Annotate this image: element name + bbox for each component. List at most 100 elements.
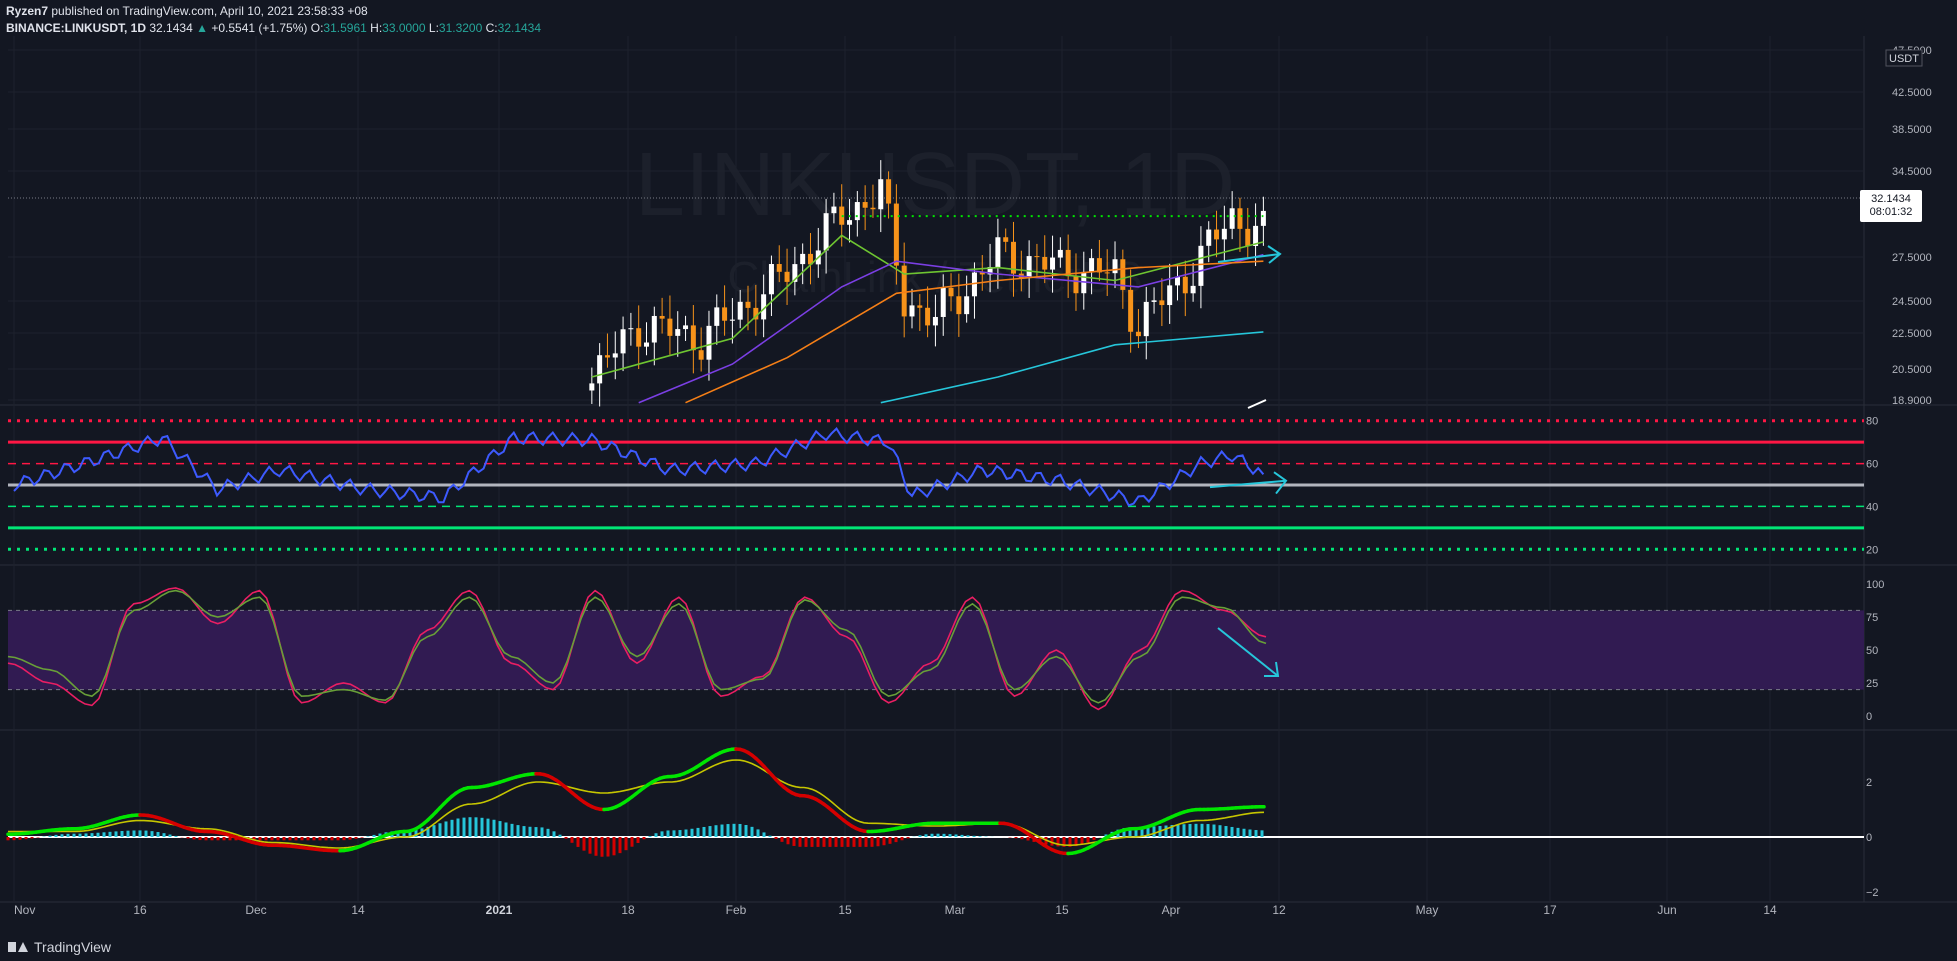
macd-histogram-bar [1068,837,1072,847]
candle-body [1050,257,1056,270]
candle-body [604,355,610,358]
macd-histogram-bar [744,824,748,837]
time-tick-label: 14 [1763,903,1777,917]
candle-body [714,307,720,326]
change-arrow-icon: ▲ [196,21,208,35]
macd-histogram-bar [360,837,364,838]
time-tick-label: Mar [945,903,966,917]
macd-histogram-bar [120,830,124,837]
macd-histogram-bar [282,837,286,841]
macd-histogram-bar [372,834,376,837]
price-change: +0.5541 (+1.75%) [211,21,308,35]
time-tick-label: Apr [1162,903,1181,917]
macd-histogram-bar [114,831,118,837]
candle-body [1042,256,1048,270]
macd-histogram-bar [450,819,454,837]
macd-histogram-bar [1128,827,1132,837]
currency-badge[interactable] [1885,49,1923,67]
macd-histogram-bar [324,837,328,841]
footer-brand[interactable]: TradingView [8,939,111,955]
price-tick-label: 20.5000 [1892,364,1932,376]
candle-body [698,350,704,360]
time-tick-label: Dec [245,903,266,917]
stoch-annotation-arrow [1217,627,1279,677]
macd-histogram-bar [330,837,334,841]
time-tick-label: 15 [1055,903,1069,917]
stoch-d-line [7,589,1267,704]
macd-histogram-bar [348,837,352,840]
macd-histogram-bar [648,835,652,837]
macd-histogram-bar [918,835,922,837]
macd-histogram-bar [24,837,28,840]
high-value: 33.0000 [382,21,426,35]
macd-histogram-bar [252,837,256,841]
candle-body [776,264,782,272]
ema-200-line [1247,399,1267,409]
candle-body [628,328,634,330]
macd-histogram-bar [888,837,892,844]
candle-body [784,271,790,282]
macd-histogram-bar [636,837,640,843]
macd-histogram-bar [750,826,754,837]
macd-histogram-bar [510,823,514,837]
macd-histogram-bar [612,837,616,856]
macd-histogram-bar [1176,824,1180,837]
macd-histogram-bar [1260,830,1264,837]
macd-histogram-bar [1038,837,1042,844]
macd-histogram-bar [1248,829,1252,837]
candle-body [667,318,673,336]
macd-histogram-bar [1218,825,1222,837]
macd-histogram-bar [30,837,34,839]
price-tick-label: 24.5000 [1892,296,1932,308]
macd-histogram-bar [924,834,928,837]
macd-histogram-bar [846,837,850,847]
macd-histogram-bar [528,826,532,837]
author-name[interactable]: Ryzen7 [6,4,49,18]
macd-histogram-bar [402,830,406,837]
macd-histogram-bar [300,837,304,841]
macd-histogram-bar [834,837,838,847]
candle-body [948,287,954,297]
candle-body [940,287,946,317]
watermark-name: ChainLink / TetherUS [728,253,1143,302]
time-tick-label: 12 [1272,903,1286,917]
macd-histogram-bar [564,837,568,839]
candle-body [1104,272,1110,274]
stoch-band [8,610,1864,690]
time-tick-label: 2021 [486,903,513,917]
macd-histogram-bar [1152,826,1156,837]
macd-histogram-bar [678,830,682,837]
symbol-label[interactable]: BINANCE:LINKUSDT, 1D [6,21,147,35]
candle-body [1026,256,1032,278]
low-value: 31.3200 [438,21,483,35]
candle-body [675,329,681,336]
candle-body [847,220,853,225]
candle-body [971,272,977,297]
macd-histogram-bar [102,832,106,837]
macd-histogram-bar [192,837,196,840]
macd-signal-line [8,759,1265,849]
time-tick-label: Jun [1657,903,1676,917]
macd-histogram-bar [786,837,790,845]
macd-histogram-bar [876,837,880,847]
macd-histogram-bar [858,837,862,847]
candle-body [1135,331,1141,337]
macd-histogram-bar [264,837,268,841]
macd-histogram-bar [156,832,160,837]
macd-histogram-bar [690,828,694,837]
candle-body [761,294,767,320]
macd-histogram-bar [762,832,766,837]
candle-body [1253,225,1259,246]
macd-histogram-bar [204,837,208,841]
last-price-label: 32.1434 [1871,193,1911,205]
macd-histogram-bar [306,837,310,841]
macd-histogram-bar [354,837,358,839]
candle-body [995,237,1001,268]
macd-histogram-bar [978,836,982,837]
macd-histogram-bar [852,837,856,847]
candle-body [753,307,759,320]
macd-histogram-bar [774,837,778,839]
candle-body [1089,258,1095,272]
time-tick-label: 16 [133,903,147,917]
